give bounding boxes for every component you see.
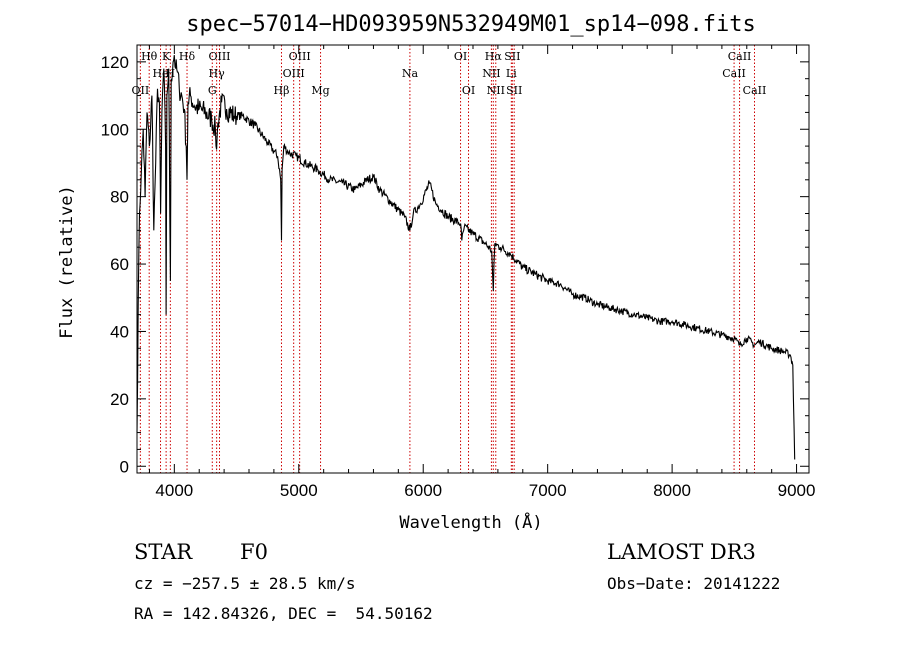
plot-frame xyxy=(136,44,810,474)
x-axis-label: Wavelength (Å) xyxy=(399,511,542,533)
x-tick-label: 7000 xyxy=(529,481,567,500)
line-label: K xyxy=(162,50,171,63)
line-label: CaII xyxy=(728,50,752,63)
line-label: Hθ xyxy=(141,50,158,63)
line-label: NII xyxy=(487,84,505,97)
x-tick-label: 9000 xyxy=(778,481,816,500)
spectrum-series xyxy=(136,55,796,460)
y-axis-label: Flux (relative) xyxy=(57,185,77,339)
object-class: STAR xyxy=(134,540,193,564)
line-label: OIII xyxy=(208,50,230,63)
y-tick-label: 100 xyxy=(101,120,129,139)
survey-name: LAMOST DR3 xyxy=(607,540,756,564)
line-label: Na xyxy=(402,67,419,80)
line-label: Li xyxy=(506,67,517,80)
axis-ticks: 4000 5000 6000 7000 8000 9000 0 20 40 60 80 100 120 xyxy=(101,45,816,500)
chart-title: spec−57014−HD093959N532949M01_sp14−098.f… xyxy=(186,12,756,37)
x-tick-label: 5000 xyxy=(280,481,318,500)
line-label: NII xyxy=(482,67,500,80)
line-labels: OIIHθHeKHHδGHγOIIIHβOIIIOIIIMgNaOIOINIIH… xyxy=(132,50,767,97)
line-label: Mg xyxy=(311,84,329,97)
line-label: OIII xyxy=(283,67,305,80)
line-label: G xyxy=(208,84,217,97)
x-tick-label: 8000 xyxy=(653,481,691,500)
y-tick-label: 0 xyxy=(120,457,129,476)
line-label: Hα xyxy=(485,50,503,63)
line-label: OI xyxy=(454,50,467,63)
y-tick-label: 60 xyxy=(110,255,129,274)
observation-date: Obs−Date: 20141222 xyxy=(607,574,781,593)
y-tick-label: 80 xyxy=(110,188,129,207)
line-label: OII xyxy=(132,84,150,97)
line-label: CaII xyxy=(743,84,767,97)
redshift-velocity: cz = −257.5 ± 28.5 km/s xyxy=(134,574,356,593)
object-subclass: F0 xyxy=(240,540,268,564)
line-label: H xyxy=(166,67,176,80)
line-label: Hδ xyxy=(179,50,196,63)
x-tick-label: 4000 xyxy=(155,481,193,500)
line-label: OIII xyxy=(289,50,311,63)
line-label: Hγ xyxy=(209,67,226,80)
line-label: SII xyxy=(504,50,520,63)
coordinates: RA = 142.84326, DEC = 54.50162 xyxy=(134,604,433,623)
spectrum-chart: spec−57014−HD093959N532949M01_sp14−098.f… xyxy=(57,12,816,533)
line-label: CaII xyxy=(722,67,746,80)
line-label: SII xyxy=(506,84,522,97)
y-tick-label: 40 xyxy=(110,322,129,341)
line-label: Hβ xyxy=(274,84,290,97)
y-tick-label: 20 xyxy=(110,390,129,409)
line-label: OI xyxy=(462,84,475,97)
y-tick-label: 120 xyxy=(101,53,129,72)
x-tick-label: 6000 xyxy=(404,481,442,500)
